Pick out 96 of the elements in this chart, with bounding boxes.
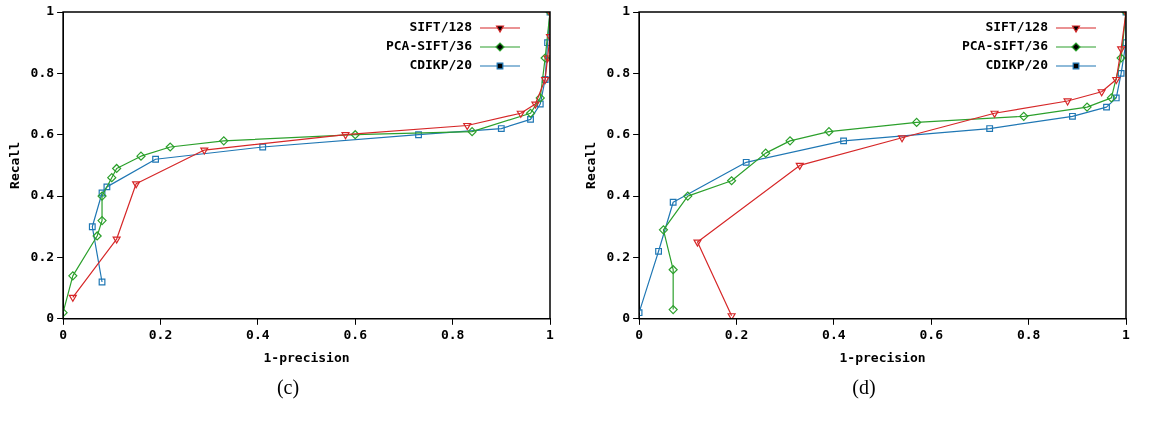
x-axis-title: 1-precision <box>263 349 350 365</box>
point <box>219 136 229 146</box>
point <box>88 223 96 231</box>
point <box>136 151 146 161</box>
text: (d) <box>851 376 877 399</box>
point <box>68 294 77 302</box>
legend-label: CDIKP/20 <box>985 57 1049 73</box>
legend-label: PCA-SIFT/36 <box>385 38 473 54</box>
point <box>1082 102 1092 112</box>
y-tick-label: 0.6 <box>30 126 55 142</box>
y-tick-label: 0.4 <box>30 187 55 203</box>
point <box>669 198 677 206</box>
y-axis-title: Recall <box>583 141 599 189</box>
point <box>1097 89 1106 97</box>
point <box>152 155 160 163</box>
point <box>727 176 737 186</box>
point <box>658 225 669 235</box>
point <box>1063 98 1072 106</box>
point <box>761 148 771 158</box>
point <box>795 162 804 170</box>
point <box>98 278 106 286</box>
point <box>655 247 662 255</box>
x-tick-label: 0 <box>635 326 644 342</box>
x-tick-label: 0 <box>59 326 68 342</box>
point <box>112 163 122 174</box>
point <box>525 108 536 118</box>
point <box>1103 103 1110 111</box>
point <box>97 216 107 226</box>
point <box>92 231 102 241</box>
legend-label: SIFT/128 <box>985 19 1049 35</box>
point <box>693 239 702 247</box>
point <box>1112 94 1120 102</box>
point <box>1117 69 1125 77</box>
point <box>132 181 141 189</box>
point <box>1106 93 1116 103</box>
point <box>785 136 795 146</box>
y-tick-label: 0.4 <box>606 187 631 203</box>
point <box>497 125 505 133</box>
y-tick-label: 0 <box>622 310 631 326</box>
point <box>1019 111 1029 121</box>
point <box>341 132 350 140</box>
x-tick-label: 0.6 <box>343 326 368 342</box>
point <box>350 130 360 140</box>
legend-label: CDIKP/20 <box>409 57 473 73</box>
y-tick-label: 0.2 <box>606 248 631 264</box>
x-tick-label: 0.8 <box>1016 326 1041 342</box>
y-tick-label: 1 <box>622 3 631 19</box>
legend-label: PCA-SIFT/36 <box>961 38 1049 54</box>
point <box>527 115 534 123</box>
point <box>531 101 540 109</box>
point <box>990 110 999 118</box>
point <box>1112 76 1121 85</box>
text: (c) <box>275 376 301 399</box>
legend-label: SIFT/128 <box>409 19 473 35</box>
point <box>668 265 678 275</box>
point <box>516 110 525 118</box>
x-tick-label: 0.4 <box>822 326 846 342</box>
point <box>98 189 106 197</box>
y-tick-label: 0.8 <box>606 64 631 80</box>
point <box>97 191 107 201</box>
point <box>1069 112 1076 120</box>
point <box>200 147 209 155</box>
point <box>107 173 117 183</box>
point <box>463 122 472 131</box>
point <box>742 158 750 166</box>
point <box>259 143 267 151</box>
x-tick-label: 0.2 <box>724 326 749 342</box>
x-tick-label: 0.8 <box>440 326 465 342</box>
y-tick-label: 0 <box>46 310 55 326</box>
y-tick-label: 1 <box>46 3 55 19</box>
y-tick-label: 0.2 <box>30 248 55 264</box>
y-axis-title: Recall <box>7 141 23 189</box>
x-tick-label: 0.6 <box>919 326 944 342</box>
point <box>68 271 78 281</box>
point <box>986 125 994 133</box>
point <box>1117 46 1126 54</box>
x-tick-label: 0.2 <box>148 326 173 342</box>
point <box>112 236 121 244</box>
point <box>535 93 545 103</box>
point <box>912 117 922 128</box>
point <box>415 131 422 139</box>
point <box>683 191 693 201</box>
x-axis-title: 1-precision <box>839 349 926 365</box>
point <box>165 142 175 152</box>
point <box>103 183 111 191</box>
x-tick-label: 1 <box>1122 326 1131 342</box>
point <box>824 127 834 137</box>
x-tick-label: 1 <box>546 326 555 342</box>
point <box>840 137 848 145</box>
point <box>668 305 678 315</box>
y-tick-label: 0.6 <box>606 126 631 142</box>
point <box>897 135 907 143</box>
x-tick-label: 0.4 <box>246 326 270 342</box>
y-tick-label: 0.8 <box>30 64 55 80</box>
point <box>467 127 477 137</box>
point <box>1116 53 1126 63</box>
